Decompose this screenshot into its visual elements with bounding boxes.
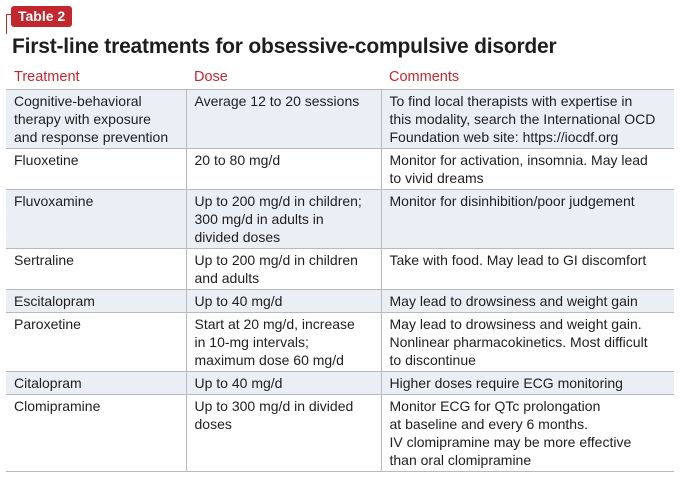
comments-cell: May lead to drowsiness and weight gain. N… [380,312,674,372]
comments-cell: Higher doses require ECG monitoring [380,371,674,395]
header-row: Treatment Dose Comments [6,65,674,90]
comments-cell: May lead to drowsiness and weight gain [380,289,674,313]
treatment-line: therapy with exposure [14,111,151,127]
table-row: Paroxetine Start at 20 mg/d, increase in 1… [6,312,674,372]
treatment-line: Escitalopram [14,293,95,309]
table-row: Cognitive-behavioral therapy with exposur… [6,89,674,149]
table-row: Citalopram Up to 40 mg/d Higher doses requ… [6,371,674,395]
comments-line: Higher doses require ECG monitoring [389,375,623,391]
dose-cell: Up to 200 mg/d in children; 300 mg/d in a… [185,189,381,249]
dose-line: Average 12 to 20 sessions [194,93,360,109]
table-row: Sertraline Up to 200 mg/d in children and … [6,248,674,290]
corner-rule-vertical [6,14,7,34]
table-title: First-line treatments for obsessive-comp… [12,35,557,58]
dose-line: Up to 200 mg/d in children; [194,193,362,209]
treatments-table: Treatment Dose Comments Cognitive-behavi… [6,65,674,472]
dose-cell: Up to 40 mg/d [185,371,381,395]
comments-line: Monitor for disinhibition/poor judgement [389,193,635,209]
dose-cell: Start at 20 mg/d, increase in 10-mg inter… [185,312,381,372]
comments-line: Monitor for activation, insomnia. May le… [389,152,648,168]
dose-line: 20 to 80 mg/d [194,152,281,168]
treatment-cell: Paroxetine [6,312,186,372]
dose-line: divided doses [194,229,281,245]
dose-line: maximum dose 60 mg/d [194,352,344,368]
treatment-cell: Cognitive-behavioral therapy with exposur… [6,89,186,149]
treatment-line: Paroxetine [14,316,81,332]
header-treatment: Treatment [6,65,186,90]
comments-line: IV clomipramine may be more effective [389,434,632,450]
treatment-line: Sertraline [14,252,74,268]
comments-line: to discontinue [389,352,476,368]
comments-cell: Monitor for activation, insomnia. May le… [380,148,674,190]
dose-line: Up to 40 mg/d [194,375,283,391]
dose-cell: Up to 200 mg/d in children and adults [185,248,381,290]
treatment-cell: Escitalopram [6,289,186,313]
treatment-line: Clomipramine [14,398,101,414]
comments-line: Monitor ECG for QTc prolongation [389,398,601,414]
table-row: Clomipramine Up to 300 mg/d in divided dos… [6,394,674,472]
comments-line: To find local therapists with expertise … [389,93,633,109]
dose-line: Start at 20 mg/d, increase [194,316,355,332]
comments-line: Nonlinear pharmacokinetics. Most difficu… [389,334,648,350]
comments-cell: Monitor for disinhibition/poor judgement [380,189,674,249]
treatment-cell: Clomipramine [6,394,186,472]
treatment-cell: Citalopram [6,371,186,395]
treatment-cell: Sertraline [6,248,186,290]
comments-cell: Monitor ECG for QTc prolongation at basel… [380,394,674,472]
comments-line: than oral clomipramine [389,452,532,468]
treatment-line: Fluvoxamine [14,193,94,209]
comments-line: May lead to drowsiness and weight gain. [389,316,642,332]
comments-cell: Take with food. May lead to GI discomfor… [380,248,674,290]
dose-cell: 20 to 80 mg/d [185,148,381,190]
header-dose: Dose [186,65,381,90]
dose-cell: Up to 300 mg/d in divided doses [185,394,381,472]
dose-line: Up to 200 mg/d in children [194,252,358,268]
table-row: Fluoxetine 20 to 80 mg/d Monitor for activ… [6,148,674,190]
dose-line: in 10-mg intervals; [194,334,309,350]
dose-line: doses [194,416,232,432]
comments-cell: To find local therapists with expertise … [380,89,674,149]
treatment-line: Fluoxetine [14,152,79,168]
comments-line: at baseline and every 6 months. [389,416,588,432]
comments-line: Foundation web site: https://iocdf.org [389,129,619,145]
treatment-line: Cognitive-behavioral [14,93,142,109]
comments-line: to vivid dreams [389,170,484,186]
treatment-line: and response prevention [14,129,169,145]
treatment-cell: Fluoxetine [6,148,186,190]
table-number-badge: Table 2 [11,6,73,27]
comments-line: May lead to drowsiness and weight gain [389,293,638,309]
dose-cell: Average 12 to 20 sessions [185,89,381,149]
comments-line: this modality, search the International … [389,111,656,127]
comments-line: Take with food. May lead to GI discomfor… [389,252,647,268]
header-comments: Comments [381,65,674,90]
treatment-cell: Fluvoxamine [6,189,186,249]
dose-cell: Up to 40 mg/d [185,289,381,313]
corner-rule-horizontal [6,14,14,15]
dose-line: Up to 40 mg/d [194,293,283,309]
dose-line: Up to 300 mg/d in divided [194,398,354,414]
dose-line: and adults [194,270,260,286]
dose-line: 300 mg/d in adults in [194,211,324,227]
table-row: Escitalopram Up to 40 mg/d May lead to dro… [6,289,674,313]
treatment-line: Citalopram [14,375,82,391]
table-row: Fluvoxamine Up to 200 mg/d in children; 30… [6,189,674,249]
